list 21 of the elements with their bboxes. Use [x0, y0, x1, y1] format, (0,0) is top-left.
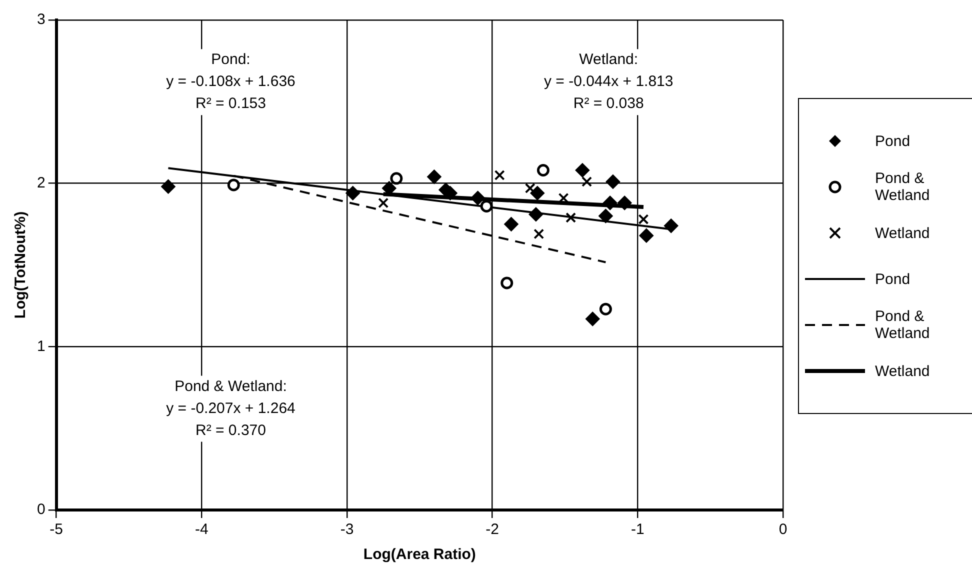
legend-label: Pond & Wetland [875, 170, 931, 204]
x-tick-label: -5 [50, 521, 64, 538]
x-tick-label: 0 [778, 521, 788, 538]
annotation: Pond: y = -0.108x + 1.636 R² = 0.153 [166, 51, 296, 112]
x-tick-label: -2 [486, 521, 500, 538]
x-tick-label: -4 [195, 521, 208, 538]
legend-label: Pond [875, 132, 912, 150]
legend-label: Pond [875, 270, 912, 288]
y-tick-label: 1 [37, 338, 46, 355]
y-axis-title: Log(TotNout%) [12, 211, 30, 319]
annotation: Wetland: y = -0.044x + 1.813 R² = 0.038 [544, 51, 674, 112]
y-tick-label: 3 [37, 11, 46, 28]
x-tick-label: -3 [340, 521, 354, 538]
legend-label: Wetland [875, 362, 931, 380]
x-axis-title: Log(Area Ratio) [363, 546, 476, 564]
y-tick-label: 2 [37, 174, 46, 192]
annotation: Pond & Wetland: y = -0.207x + 1.264 R² = 0.370 [166, 378, 296, 439]
x-tick-label: -1 [630, 521, 644, 538]
legend-label: Pond & Wetland [875, 308, 931, 342]
y-tick-label: 0 [37, 501, 46, 518]
legend-label: Wetland [875, 224, 931, 242]
